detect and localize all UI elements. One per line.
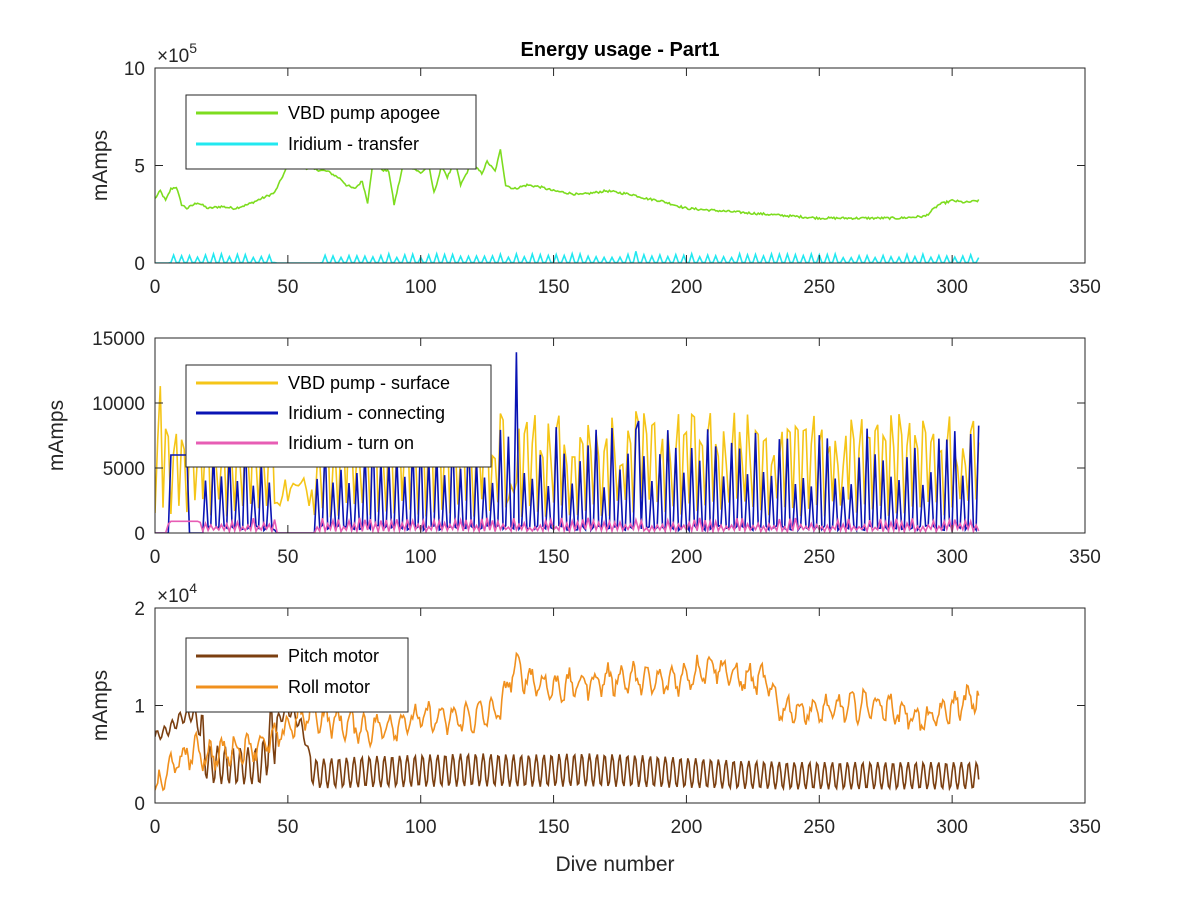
legend-entry: Iridium - connecting xyxy=(288,403,445,423)
legend-box xyxy=(185,637,409,713)
y-axis-exponent: ×105 xyxy=(157,40,197,67)
x-tick-label: 0 xyxy=(150,817,161,838)
x-tick-label: 50 xyxy=(277,547,298,568)
x-tick-label: 50 xyxy=(277,817,298,838)
x-tick-label: 250 xyxy=(803,547,835,568)
legend-entry: VBD pump - surface xyxy=(288,373,450,393)
ticks-layer: 0 50 100 150 200 250 300 350 0 1 2 xyxy=(134,599,1100,838)
series-line-vbd-pump-surface xyxy=(155,386,980,518)
legend-entry: Roll motor xyxy=(288,677,370,697)
y-tick-label: 0 xyxy=(134,254,145,275)
legend-entry: Iridium - transfer xyxy=(288,134,419,154)
y-tick-label: 10000 xyxy=(92,394,145,415)
legend-box xyxy=(185,94,477,170)
x-tick-label: 350 xyxy=(1069,547,1101,568)
x-tick-label: 50 xyxy=(277,277,298,298)
chart-title: Energy usage - Part1 xyxy=(521,39,720,61)
series-line-iridium-turn-on xyxy=(155,516,980,533)
y-tick-label: 5000 xyxy=(103,459,145,480)
y-tick-label: 0 xyxy=(134,524,145,545)
exponent-base: ×10 xyxy=(157,586,189,607)
ticks-layer: 0 50 100 150 200 250 300 350 0 5000 10000 15000 xyxy=(92,329,1101,568)
x-tick-label: 150 xyxy=(538,277,570,298)
y-axis-label: mAmps xyxy=(89,670,112,741)
legend-entry: Iridium - turn on xyxy=(288,433,414,453)
exponent-power: 5 xyxy=(189,40,197,56)
panel-bottom: 0 50 100 150 200 250 300 350 0 1 2 mAmps Dive numb… xyxy=(89,580,1101,876)
x-tick-label: 250 xyxy=(803,817,835,838)
legend: Pitch motor Roll motor xyxy=(185,637,409,713)
plot-frame xyxy=(154,337,1086,534)
x-tick-label: 100 xyxy=(405,277,437,298)
y-tick-label: 10 xyxy=(124,59,145,80)
x-tick-label: 100 xyxy=(405,817,437,838)
exponent-power: 4 xyxy=(189,580,197,596)
y-tick-label: 15000 xyxy=(92,329,145,350)
series-layer xyxy=(155,352,980,533)
x-tick-label: 150 xyxy=(538,547,570,568)
x-tick-label: 150 xyxy=(538,817,570,838)
legend: VBD pump - surface Iridium - connecting Ir… xyxy=(185,364,492,468)
y-tick-label: 2 xyxy=(134,599,145,620)
y-tick-label: 1 xyxy=(134,697,145,718)
series-line-iridium-connecting xyxy=(155,352,980,533)
x-tick-label: 200 xyxy=(671,817,703,838)
series-line-iridium-transfer xyxy=(155,251,980,263)
series-line-roll-motor xyxy=(155,651,980,792)
x-tick-label: 200 xyxy=(671,277,703,298)
x-tick-label: 250 xyxy=(803,277,835,298)
y-tick-label: 5 xyxy=(134,157,145,178)
y-axis-label: mAmps xyxy=(89,130,112,201)
y-tick-label: 0 xyxy=(134,794,145,815)
x-tick-label: 200 xyxy=(671,547,703,568)
x-tick-label: 350 xyxy=(1069,277,1101,298)
x-tick-label: 300 xyxy=(936,547,968,568)
y-axis-exponent: ×104 xyxy=(157,580,197,607)
x-tick-label: 0 xyxy=(150,277,161,298)
legend: VBD pump apogee Iridium - transfer xyxy=(185,94,477,170)
ticks-layer: 0 50 100 150 200 250 300 350 0 5 10 xyxy=(124,59,1101,298)
x-tick-label: 100 xyxy=(405,547,437,568)
y-axis-label: mAmps xyxy=(45,400,68,471)
x-tick-label: 0 xyxy=(150,547,161,568)
exponent-base: ×10 xyxy=(157,46,189,67)
x-tick-label: 300 xyxy=(936,277,968,298)
x-tick-label: 350 xyxy=(1069,817,1101,838)
legend-entry: Pitch motor xyxy=(288,646,379,666)
legend-entry: VBD pump apogee xyxy=(288,103,440,123)
x-tick-label: 300 xyxy=(936,817,968,838)
x-axis-label: Dive number xyxy=(555,853,674,876)
panel-middle: 0 50 100 150 200 250 300 350 0 5000 10000 15000 mAm… xyxy=(45,329,1101,568)
